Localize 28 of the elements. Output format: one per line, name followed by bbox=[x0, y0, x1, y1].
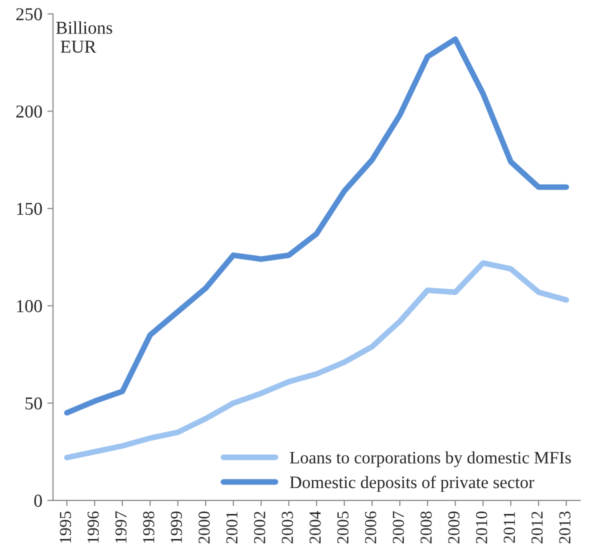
x-tick-label: 1998 bbox=[143, 511, 154, 543]
x-tick-label: 2009 bbox=[448, 512, 460, 544]
x-tick-label: 2000 bbox=[198, 511, 210, 544]
x-tick-label: 2013 bbox=[559, 511, 570, 544]
legend-label: Domestic deposits of private sector bbox=[290, 476, 534, 492]
legend-label: Loans to corporations by domestic MFIs bbox=[290, 451, 571, 468]
x-tick-label: 2012 bbox=[531, 512, 543, 544]
y-tick-label: 250 bbox=[16, 8, 42, 20]
x-tick-label: 1999 bbox=[170, 512, 182, 543]
x-tick-label: 2002 bbox=[254, 512, 266, 544]
x-tick-label: 2008 bbox=[420, 511, 432, 544]
x-tick-label: 2004 bbox=[310, 511, 321, 544]
x-tick-label: 2001 bbox=[226, 512, 238, 544]
x-tick-label: 2010 bbox=[476, 511, 488, 544]
x-tick-label: 2005 bbox=[337, 511, 349, 544]
x-tick-label: 1995 bbox=[60, 511, 72, 543]
x-tick-label: 1996 bbox=[88, 511, 99, 543]
y-tick-label: 50 bbox=[26, 397, 42, 410]
x-tick-label: 2003 bbox=[282, 511, 294, 544]
annotation: Billions EUR bbox=[56, 21, 112, 53]
x-tick-label: 2011 bbox=[504, 512, 515, 543]
x-tick-label: 1997 bbox=[115, 511, 127, 543]
x-tick-label: 2006 bbox=[365, 511, 376, 544]
x-tick-label: 2007 bbox=[392, 511, 404, 544]
y-tick-label: 200 bbox=[16, 105, 42, 118]
y-tick-label: 0 bbox=[34, 494, 42, 507]
y-tick-label: 150 bbox=[17, 202, 42, 215]
y-tick-label: 100 bbox=[17, 300, 42, 312]
